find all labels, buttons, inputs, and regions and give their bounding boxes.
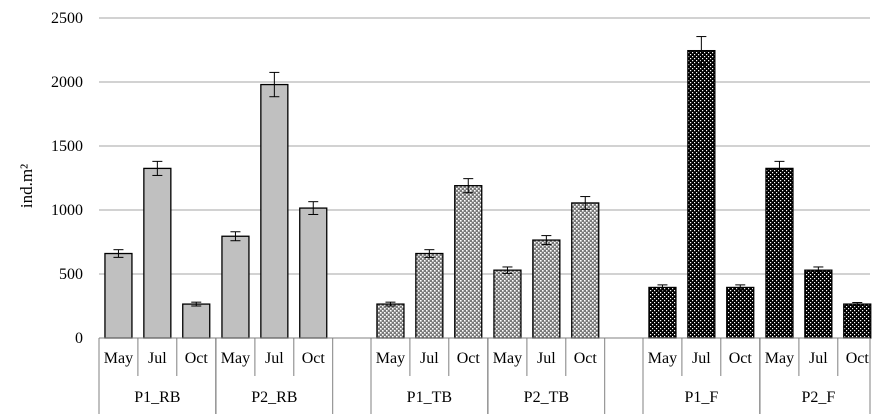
bar <box>260 83 289 339</box>
bar <box>376 303 405 339</box>
x-tick-label: Oct <box>302 350 326 367</box>
bar <box>104 252 133 339</box>
bar <box>687 49 716 339</box>
x-tick-label: Jul <box>420 350 439 367</box>
x-tick-label: Jul <box>537 350 556 367</box>
y-tick-label: 1500 <box>51 138 83 155</box>
bar <box>493 269 522 339</box>
x-tick-label: May <box>104 350 133 367</box>
y-tick-labels: 0 500 1000 1500 2000 2500 <box>51 10 83 347</box>
x-axis: May Jul Oct P1_RB May Jul Oct P2_RB May Jul Oct P1_… <box>98 337 871 414</box>
x-tick-label: Jul <box>809 350 828 367</box>
x-tick-label: Oct <box>846 350 870 367</box>
bar <box>299 207 328 339</box>
x-tick-label: Jul <box>265 350 284 367</box>
x-tick-label: May <box>493 350 522 367</box>
bar <box>843 303 872 339</box>
bar <box>454 185 483 339</box>
x-tick-label: Oct <box>457 350 481 367</box>
group-label: P2_RB <box>251 389 297 406</box>
gridlines <box>99 17 870 275</box>
x-tick-label: May <box>648 350 677 367</box>
bar <box>648 286 677 339</box>
y-tick-label: 1000 <box>51 202 83 219</box>
y-tick-label: 500 <box>59 266 83 283</box>
group-label: P1_F <box>684 389 718 406</box>
x-tick-label: Oct <box>574 350 598 367</box>
y-tick-label: 2000 <box>51 74 83 91</box>
group-label: P1_RB <box>134 389 180 406</box>
x-tick-label: Oct <box>729 350 753 367</box>
y-tick-label: 2500 <box>51 10 83 27</box>
x-tick-label: Jul <box>692 350 711 367</box>
x-tick-label: Oct <box>185 350 209 367</box>
x-tick-label: Jul <box>148 350 167 367</box>
x-tick-label: May <box>221 350 250 367</box>
bar <box>765 167 794 339</box>
bar <box>221 235 250 339</box>
bar <box>532 239 561 339</box>
bars <box>104 49 872 339</box>
bar <box>804 269 833 339</box>
x-tick-label: May <box>376 350 405 367</box>
error-bars <box>113 36 863 307</box>
group-label: P1_TB <box>407 389 452 406</box>
group-label: P2_F <box>801 389 835 406</box>
x-tick-label: May <box>765 350 794 367</box>
y-tick-label: 0 <box>75 330 83 347</box>
bar <box>415 252 444 339</box>
bar <box>571 202 600 339</box>
group-label: P2_TB <box>524 389 569 406</box>
bar <box>726 286 755 339</box>
bar <box>182 303 211 339</box>
y-axis-label: ind.m² <box>17 164 36 208</box>
bar <box>143 167 172 339</box>
